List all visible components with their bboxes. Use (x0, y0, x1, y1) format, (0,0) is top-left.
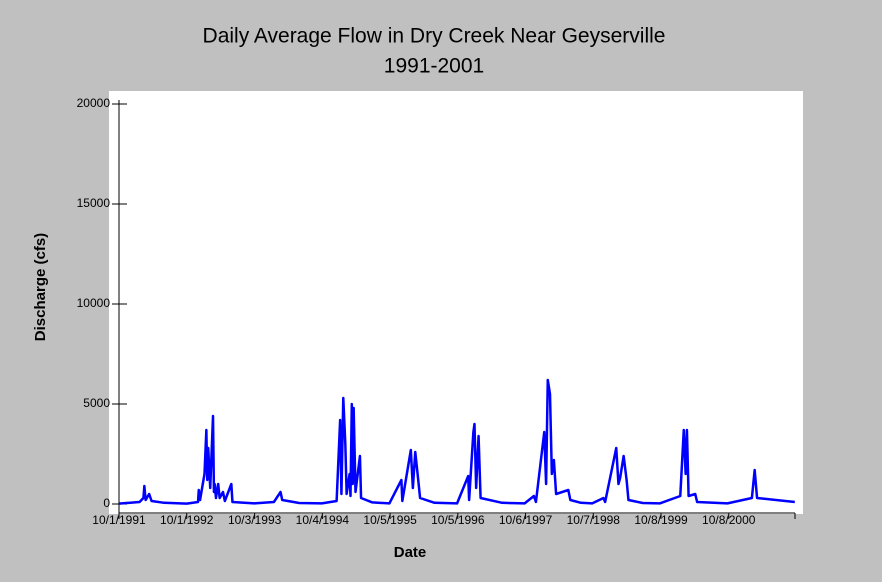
x-tick-label: 10/8/1999 (634, 513, 688, 527)
y-tick-label: 15000 (77, 196, 111, 210)
x-axis-label: Date (394, 544, 427, 561)
y-tick-label: 20000 (77, 96, 111, 110)
x-tick-label: 10/8/2000 (702, 513, 756, 527)
x-tick-label: 10/1/1991 (92, 513, 146, 527)
x-tick-label: 10/1/1992 (160, 513, 214, 527)
x-tick-label: 10/5/1996 (431, 513, 485, 527)
data-line (118, 378, 795, 505)
x-tick-label: 10/3/1993 (228, 513, 282, 527)
chart-subtitle: 1991-2001 (384, 55, 484, 78)
x-tick-label: 10/5/1995 (363, 513, 417, 527)
y-tick-label: 5000 (83, 396, 110, 410)
y-tick-label: 10000 (77, 296, 111, 310)
y-tick-label: 0 (103, 496, 110, 510)
x-tick-label: 10/4/1994 (296, 513, 350, 527)
y-axis-label: Discharge (cfs) (32, 233, 49, 341)
x-tick-label: 10/7/1998 (567, 513, 621, 527)
chart-title: Daily Average Flow in Dry Creek Near Gey… (203, 25, 666, 48)
x-tick-label: 10/6/1997 (499, 513, 553, 527)
